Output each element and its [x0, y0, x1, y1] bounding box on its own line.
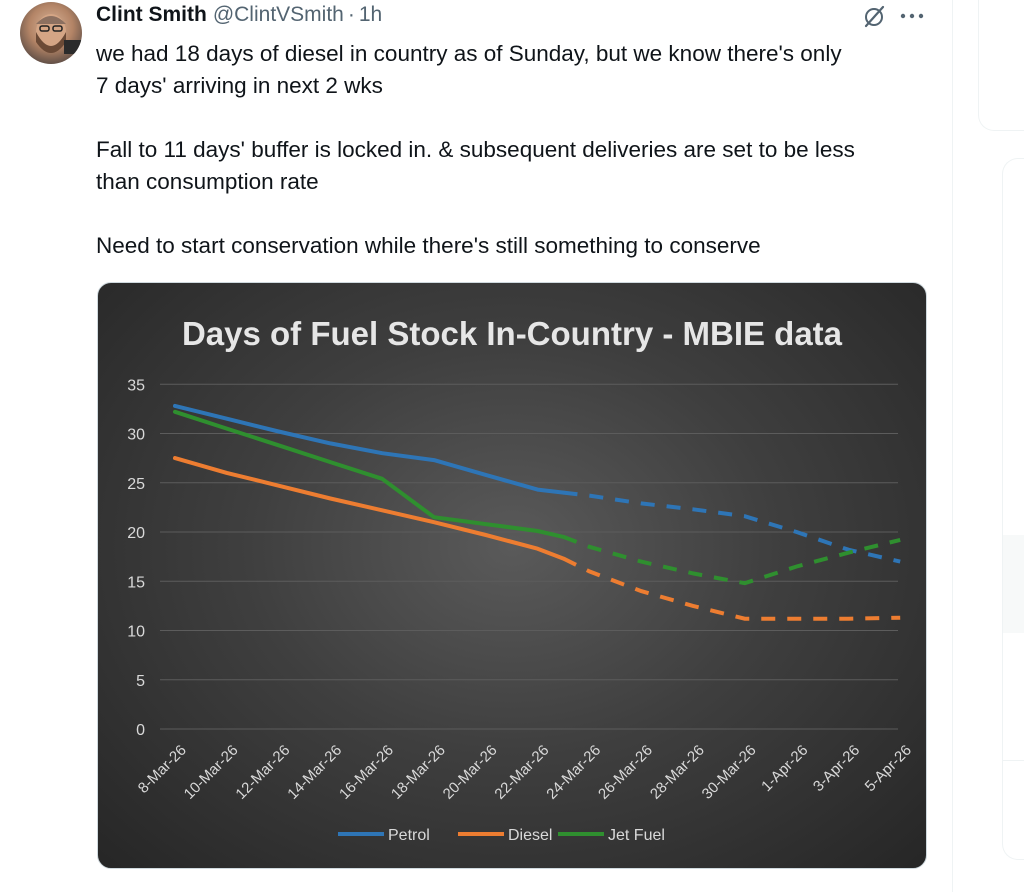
series-petrol-projected-line [563, 490, 901, 564]
chart-title: Days of Fuel Stock In-Country - MBIE dat… [182, 315, 843, 352]
tweet-header: Clint Smith @ClintVSmith · 1h [96, 3, 382, 31]
tweet-text: we had 18 days of diesel in country as o… [96, 38, 936, 262]
y-tick-label: 15 [127, 574, 145, 591]
x-tick-label: 3-Apr-26 [810, 742, 863, 795]
x-tick-label: 28-Mar-26 [647, 742, 708, 803]
tweet-time[interactable]: 1h [358, 3, 383, 26]
y-tick-label: 35 [127, 377, 145, 394]
tweet-paragraph-2: Fall to 11 days' buffer is locked in. & … [96, 137, 855, 194]
right-rail-card [978, 0, 1024, 131]
y-tick-label: 25 [127, 476, 145, 493]
tweet-paragraph-3: Need to start conservation while there's… [96, 233, 761, 258]
legend-label-petrol: Petrol [388, 827, 430, 844]
more-icon[interactable] [900, 11, 924, 21]
x-tick-label: 1-Apr-26 [758, 742, 811, 795]
y-tick-label: 20 [127, 525, 145, 542]
author-handle[interactable]: @ClintVSmith [212, 3, 344, 26]
x-tick-label: 5-Apr-26 [862, 742, 915, 795]
series-diesel-projected-line [562, 556, 901, 621]
x-tick-label: 12-Mar-26 [232, 742, 293, 803]
right-rail-divider [952, 0, 953, 892]
tweet-paragraph-1: we had 18 days of diesel in country as o… [96, 41, 842, 98]
y-tick-label: 5 [136, 673, 145, 690]
right-rail-divider-small [1003, 760, 1024, 801]
x-tick-label: 18-Mar-26 [388, 742, 449, 803]
series-jet-fuel-actual-line [173, 409, 566, 539]
series-jet-fuel-projected-line [562, 535, 901, 586]
series-petrol-actual-line [173, 403, 566, 495]
right-rail-panel [1002, 158, 1024, 860]
x-tick-label: 30-Mar-26 [699, 742, 760, 803]
header-separator: · [347, 3, 355, 26]
x-tick-label: 24-Mar-26 [543, 742, 604, 803]
header-icons [862, 4, 924, 28]
x-tick-label: 26-Mar-26 [595, 742, 656, 803]
x-tick-label: 20-Mar-26 [440, 742, 501, 803]
y-tick-label: 10 [127, 624, 145, 641]
y-tick-label: 0 [136, 722, 145, 739]
x-tick-label: 14-Mar-26 [284, 742, 345, 803]
tweet-media-chart[interactable]: Days of Fuel Stock In-Country - MBIE dat… [97, 282, 927, 869]
avatar-photo [36, 14, 82, 54]
x-tick-label: 16-Mar-26 [336, 742, 397, 803]
legend-label-diesel: Diesel [508, 827, 552, 844]
x-tick-label: 10-Mar-26 [181, 742, 242, 803]
series-diesel-actual-line [173, 456, 566, 561]
fuel-stock-chart: Days of Fuel Stock In-Country - MBIE dat… [127, 315, 915, 844]
right-rail-highlight [1003, 535, 1024, 633]
x-tick-label: 22-Mar-26 [491, 742, 552, 803]
author-name[interactable]: Clint Smith [96, 3, 207, 26]
grok-slash-icon[interactable] [862, 4, 886, 28]
legend-label-jet-fuel: Jet Fuel [608, 827, 665, 844]
y-tick-label: 30 [127, 427, 145, 444]
avatar[interactable] [20, 2, 82, 64]
